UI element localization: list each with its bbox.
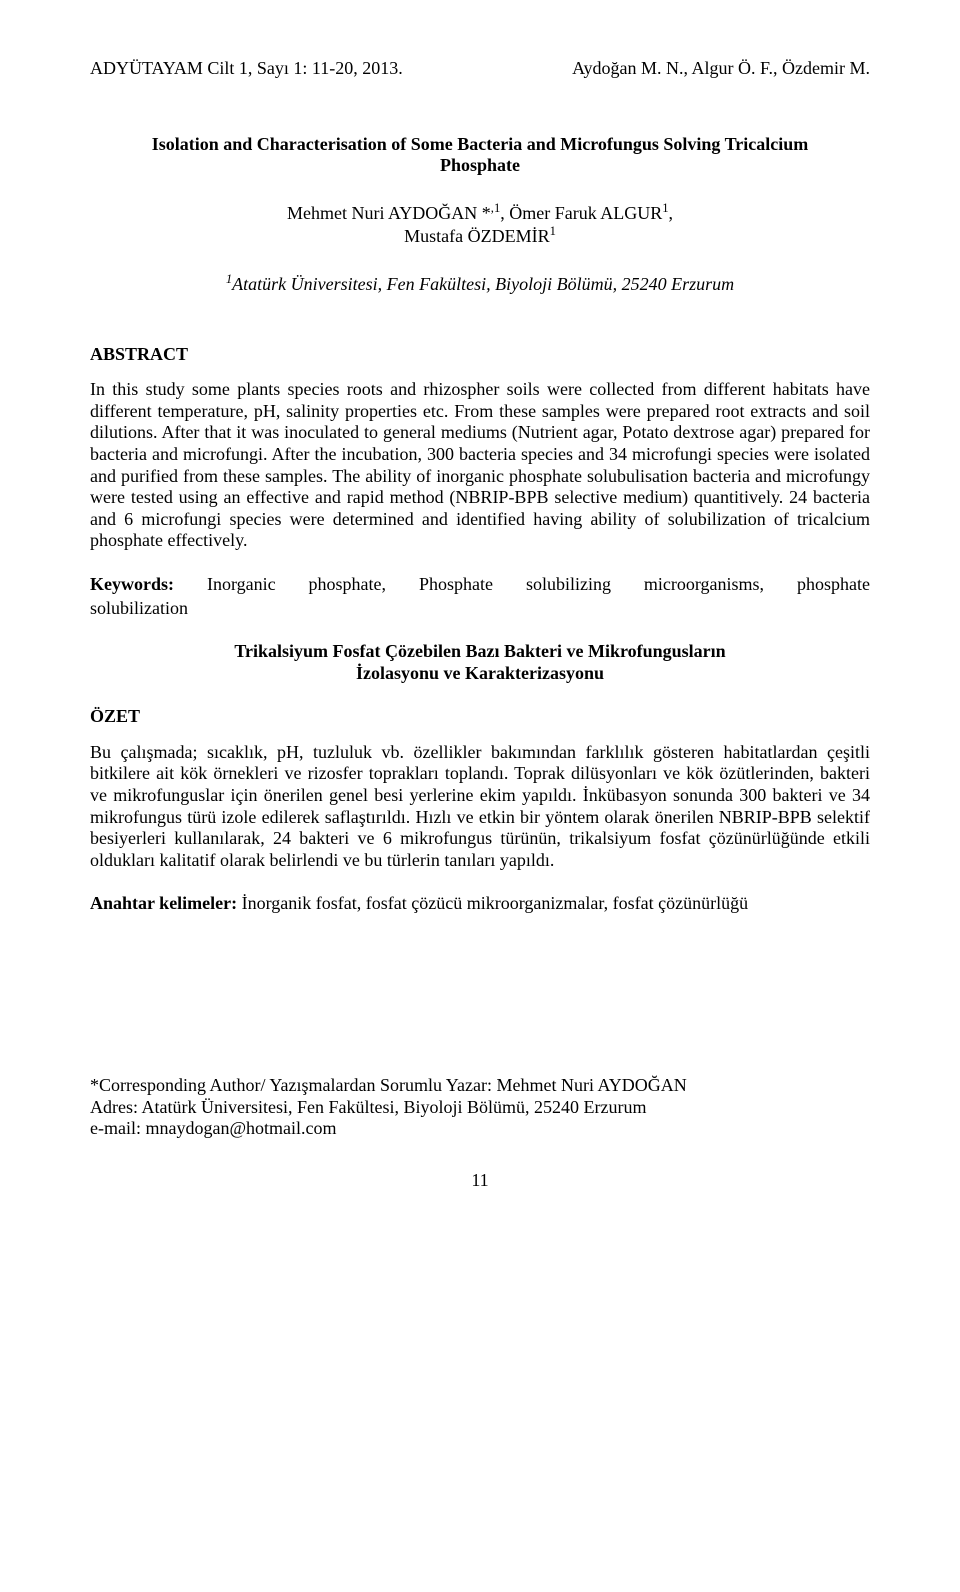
corresponding-line-2: Adres: Atatürk Üniversitesi, Fen Fakülte…: [90, 1097, 870, 1119]
author-sep: ,: [669, 203, 674, 223]
corresponding-author: *Corresponding Author/ Yazışmalardan Sor…: [90, 1075, 870, 1140]
author-1-sup: ,1: [491, 201, 500, 215]
affiliation: 1Atatürk Üniversitesi, Fen Fakültesi, Bi…: [90, 272, 870, 296]
keywords-en-line1: Keywords: Inorganic phosphate, Phosphate…: [90, 574, 870, 596]
keywords-tr-label: Anahtar kelimeler:: [90, 893, 237, 913]
ozet-heading: ÖZET: [90, 706, 870, 728]
title-line-1: Isolation and Characterisation of Some B…: [90, 134, 870, 156]
keywords-en-line2: solubilization: [90, 598, 870, 620]
corresponding-line-3: e-mail: mnaydogan@hotmail.com: [90, 1118, 870, 1140]
affiliation-text: Atatürk Üniversitesi, Fen Fakültesi, Biy…: [232, 274, 734, 294]
header-right: Aydoğan M. N., Algur Ö. F., Özdemir M.: [572, 58, 870, 80]
author-line-2: Mustafa ÖZDEMİR1: [90, 224, 870, 248]
ozet-body: Bu çalışmada; sıcaklık, pH, tuzluluk vb.…: [90, 742, 870, 872]
abstract-body: In this study some plants species roots …: [90, 379, 870, 552]
keywords-en-label: Keywords:: [90, 574, 174, 594]
author-1-name: Mehmet Nuri AYDOĞAN *: [287, 203, 491, 223]
page-number: 11: [90, 1170, 870, 1192]
title-line-2: Phosphate: [90, 155, 870, 177]
author-3-name: Mustafa ÖZDEMİR: [404, 226, 549, 246]
authors: Mehmet Nuri AYDOĞAN *,1, Ömer Faruk ALGU…: [90, 201, 870, 248]
abstract-heading: ABSTRACT: [90, 344, 870, 366]
keywords-en-rest1: Inorganic phosphate, Phosphate solubiliz…: [174, 574, 870, 594]
title-tr-line-1: Trikalsiyum Fosfat Çözebilen Bazı Bakter…: [90, 641, 870, 663]
article-title-tr: Trikalsiyum Fosfat Çözebilen Bazı Bakter…: [90, 641, 870, 684]
keywords-tr: Anahtar kelimeler: İnorganik fosfat, fos…: [90, 893, 870, 915]
header-left: ADYÜTAYAM Cilt 1, Sayı 1: 11-20, 2013.: [90, 58, 403, 80]
keywords-tr-text: İnorganik fosfat, fosfat çözücü mikroorg…: [237, 893, 748, 913]
title-tr-line-2: İzolasyonu ve Karakterizasyonu: [90, 663, 870, 685]
running-header: ADYÜTAYAM Cilt 1, Sayı 1: 11-20, 2013. A…: [90, 58, 870, 80]
author-2-name: , Ömer Faruk ALGUR: [500, 203, 662, 223]
author-line-1: Mehmet Nuri AYDOĞAN *,1, Ömer Faruk ALGU…: [90, 201, 870, 225]
author-3-sup: 1: [550, 224, 556, 238]
article-title: Isolation and Characterisation of Some B…: [90, 134, 870, 177]
corresponding-line-1: *Corresponding Author/ Yazışmalardan Sor…: [90, 1075, 870, 1097]
